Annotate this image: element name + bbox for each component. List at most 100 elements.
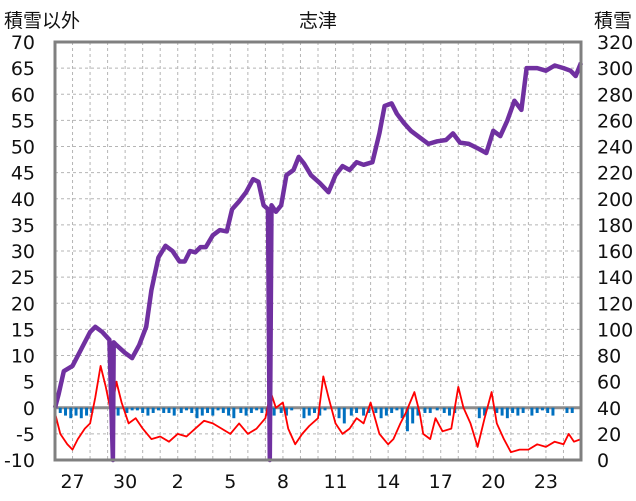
- right-tick-label: 40: [597, 398, 621, 420]
- x-tick-label: 23: [534, 471, 558, 493]
- precip-bar: [307, 407, 311, 416]
- precip-bar: [483, 407, 487, 416]
- left-tick-label: 30: [11, 241, 35, 263]
- precip-bar: [505, 407, 509, 419]
- right-tick-label: 0: [597, 450, 609, 472]
- precip-bar: [156, 407, 160, 411]
- x-tick-label: 20: [481, 471, 505, 493]
- precip-bar: [535, 407, 539, 413]
- precip-bar: [423, 407, 427, 413]
- precip-bar: [179, 407, 183, 413]
- precip-bar: [477, 407, 481, 419]
- left-tick-label: 25: [11, 267, 35, 289]
- precip-bar: [546, 407, 550, 413]
- x-axis-ticks: 27 30 2 5 8 11 14 17 20 23: [60, 471, 558, 493]
- left-tick-label: 45: [11, 163, 35, 185]
- right-tick-label: 220: [597, 163, 633, 185]
- left-tick-label: 20: [11, 293, 35, 315]
- precip-bar: [428, 407, 432, 413]
- left-tick-label: 15: [11, 319, 35, 341]
- right-axis-label: 積雪: [594, 10, 632, 32]
- precip-bar: [211, 407, 215, 416]
- precip-bar: [395, 407, 399, 411]
- precip-bar: [200, 407, 204, 416]
- left-axis-ticks: -10 -5 0 5 10 15 20 25 30 35 40 45 50 55 60 65 70: [4, 32, 35, 472]
- precip-bar: [290, 407, 294, 411]
- right-tick-label: 240: [597, 137, 633, 159]
- precip-bar: [272, 407, 276, 416]
- x-tick-label: 30: [113, 471, 137, 493]
- precip-bar: [195, 407, 199, 419]
- left-tick-label: -10: [4, 450, 35, 472]
- right-tick-label: 80: [597, 346, 621, 368]
- precip-bar: [206, 407, 210, 413]
- right-tick-label: 160: [597, 241, 633, 263]
- grid-lines: [55, 41, 581, 461]
- precip-bar: [249, 407, 253, 413]
- right-tick-label: 300: [597, 58, 633, 80]
- precip-bar: [495, 407, 499, 413]
- precip-bar: [151, 407, 155, 413]
- series-layer: [52, 62, 584, 463]
- precip-bar: [516, 407, 520, 416]
- left-tick-label: 0: [23, 398, 35, 420]
- precip-bar: [530, 407, 534, 416]
- precip-bar: [79, 407, 83, 419]
- precip-bar: [405, 407, 409, 432]
- precip-bar: [279, 407, 283, 413]
- x-tick-label: 11: [323, 471, 347, 493]
- precip-bar: [116, 407, 120, 416]
- precip-bar: [416, 407, 420, 416]
- temperature-line: [54, 365, 582, 454]
- precip-bar: [135, 407, 139, 411]
- precip-bar: [221, 407, 225, 413]
- precip-bar: [448, 407, 451, 416]
- precip-bar: [130, 407, 134, 411]
- precip-bar: [284, 407, 288, 416]
- precip-bar: [540, 407, 544, 411]
- left-tick-label: 65: [11, 58, 35, 80]
- x-tick-label: 14: [376, 471, 400, 493]
- left-axis-label: 積雪以外: [4, 10, 80, 32]
- right-tick-label: 200: [597, 189, 633, 211]
- precip-bar: [342, 407, 346, 424]
- right-axis-ticks: 0 20 40 60 80 100 120 140 160 180 200 220 240 260 280 3…: [597, 32, 633, 472]
- precip-bar: [349, 407, 353, 416]
- precip-bar: [125, 407, 129, 413]
- right-tick-label: 260: [597, 110, 633, 132]
- precip-bar: [167, 407, 171, 413]
- precip-bar: [69, 407, 73, 419]
- precip-bar: [190, 407, 194, 413]
- precip-bar: [244, 407, 248, 416]
- chart-title: 志津: [299, 10, 337, 32]
- plot-frame: [53, 40, 583, 462]
- snow-depth-line: [52, 62, 584, 463]
- left-tick-label: 70: [11, 32, 35, 54]
- right-tick-label: 280: [597, 84, 633, 106]
- precip-bar: [411, 407, 415, 424]
- precip-bar: [260, 407, 264, 413]
- precip-bar: [390, 407, 394, 413]
- x-tick-label: 8: [277, 471, 289, 493]
- precip-bar: [85, 407, 89, 416]
- right-tick-label: 20: [597, 424, 621, 446]
- left-tick-label: 40: [11, 189, 35, 211]
- precip-bar: [216, 407, 220, 411]
- right-tick-label: 180: [597, 215, 633, 237]
- right-tick-label: 120: [597, 293, 633, 315]
- precip-bar: [58, 407, 62, 413]
- right-tick-label: 320: [597, 32, 633, 54]
- left-tick-label: 35: [11, 215, 35, 237]
- precip-bar: [227, 407, 231, 416]
- x-tick-label: 27: [60, 471, 84, 493]
- precip-bar: [337, 407, 341, 419]
- left-tick-label: 60: [11, 84, 35, 106]
- precip-bar: [141, 407, 145, 413]
- precip-bar: [379, 407, 383, 419]
- precip-bar: [313, 407, 316, 413]
- precip-bar: [511, 407, 515, 413]
- precip-bar: [232, 407, 236, 419]
- left-tick-label: 50: [11, 137, 35, 159]
- precip-bar: [442, 407, 446, 413]
